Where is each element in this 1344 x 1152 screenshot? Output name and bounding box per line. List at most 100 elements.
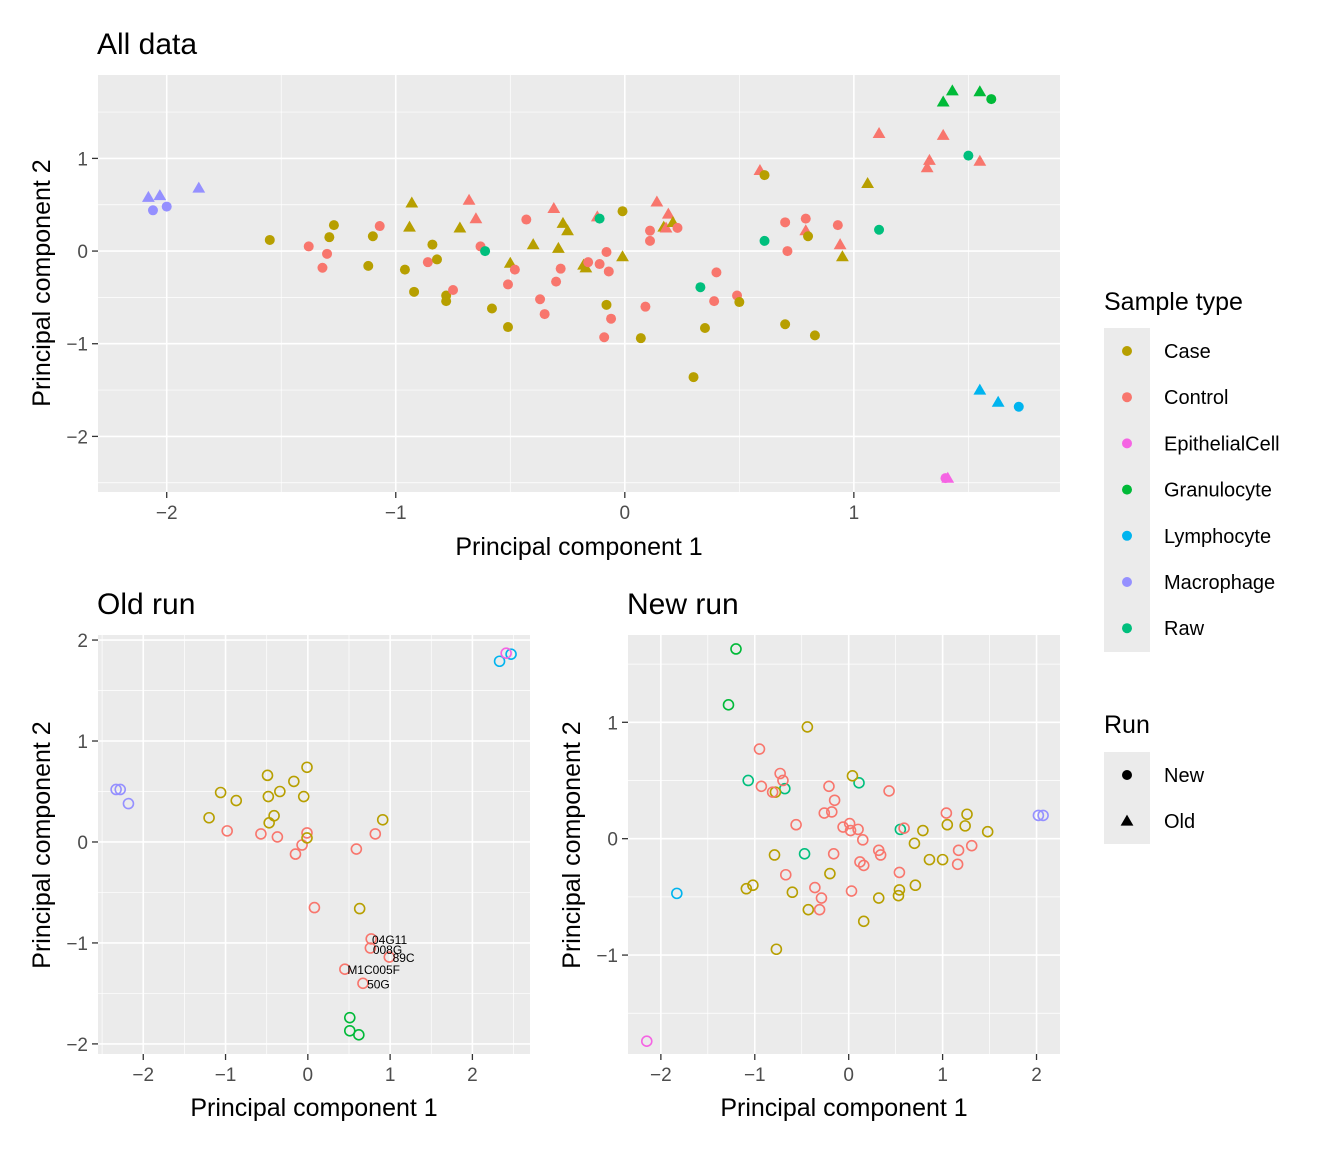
panel-all-data: All data −2 −1 0 1 −2 −1 0 1 Principal componen…	[28, 28, 1060, 561]
y-tick-label: 0	[607, 830, 618, 851]
data-point-open-circle	[917, 824, 929, 837]
data-point-triangle	[872, 126, 886, 138]
data-point-triangle	[936, 128, 950, 140]
data-point-open-circle	[827, 848, 840, 860]
panel-title-old-run: Old run	[97, 588, 195, 621]
point-annotation: 89C	[393, 951, 415, 965]
legend-sample-type-entries: Case Control EpithelialCell Granulocyte Lymp…	[1122, 341, 1280, 640]
data-point-circle	[688, 372, 699, 383]
legend-label-old: Old	[1164, 811, 1195, 833]
data-point-circle	[324, 232, 335, 243]
data-point-open-circle	[951, 858, 964, 871]
data-point-open-circle	[846, 770, 859, 782]
y-axis-label-old-run: Principal component 2	[28, 721, 56, 968]
data-point-triangle	[973, 85, 987, 97]
data-point-circle	[803, 231, 814, 242]
x-tick-label: −2	[132, 1065, 154, 1086]
data-point-open-circle	[809, 881, 821, 894]
data-point-circle	[431, 254, 442, 265]
data-point-circle	[583, 257, 594, 268]
data-point-open-circle	[815, 892, 828, 904]
data-point-open-circle	[122, 797, 135, 810]
legend-key-control	[1122, 392, 1132, 403]
x-tick-label: −1	[385, 503, 407, 524]
data-point-circle	[809, 330, 820, 341]
data-point-triangle	[526, 238, 540, 250]
data-point-open-circle	[893, 884, 906, 896]
data-point-triangle	[556, 216, 570, 228]
data-point-circle	[521, 214, 532, 225]
legend-key-macrophage	[1122, 577, 1132, 587]
data-point-circle	[1013, 401, 1024, 412]
data-point-open-circle	[923, 853, 936, 866]
y-tick-label: −2	[66, 1035, 88, 1056]
data-point-open-circle	[790, 818, 802, 831]
panel-old-run: Old run −2 −1 0 1 2 −2 −1 0 1 2 04G11008G89CM1C005…	[28, 588, 530, 1122]
data-point-open-circle	[893, 866, 906, 879]
legend-run: Run New Old	[1104, 711, 1205, 844]
point-annotation: 008G	[373, 943, 402, 957]
data-point-open-circle	[892, 889, 905, 902]
data-point-open-circle	[262, 790, 275, 803]
data-point-open-circle	[500, 647, 512, 659]
data-point-open-circle	[844, 824, 857, 837]
data-point-open-circle	[883, 785, 895, 797]
data-point-circle	[759, 170, 770, 181]
data-point-open-circle	[221, 825, 233, 837]
legend-key-raw	[1122, 623, 1132, 634]
x-tick-label: 1	[849, 503, 860, 524]
data-point-open-circle	[852, 823, 864, 836]
data-point-open-circle	[940, 807, 953, 819]
data-point-open-circle	[770, 943, 783, 956]
x-tick-label: −1	[744, 1065, 766, 1086]
panel-background	[98, 75, 1060, 492]
data-point-circle	[734, 297, 745, 308]
data-point-triangle	[941, 471, 955, 483]
data-point-circle	[617, 206, 628, 217]
legend-run-keys-bg	[1104, 752, 1150, 844]
data-point-open-circle	[376, 813, 389, 826]
data-point-open-circle	[777, 774, 789, 787]
data-point-triangle	[661, 207, 675, 219]
y-tick-label: −2	[66, 427, 88, 448]
data-point-open-circle	[740, 882, 753, 895]
legend-key-case	[1122, 346, 1132, 356]
legend-key-epithelialcell	[1122, 438, 1132, 449]
data-point-circle	[486, 303, 497, 314]
data-point-circle	[502, 279, 513, 290]
data-point-open-circle	[853, 777, 865, 789]
y-tick-label: 2	[77, 631, 88, 652]
data-point-open-circle	[936, 853, 949, 866]
data-point-open-circle	[825, 806, 838, 818]
y-tick-label: 0	[77, 242, 88, 263]
data-point-open-circle	[353, 1029, 365, 1041]
data-point-open-circle	[383, 951, 396, 963]
data-point-circle	[264, 234, 275, 245]
data-point-open-circle	[230, 794, 243, 807]
data-point-circle	[963, 150, 974, 161]
data-point-open-circle	[301, 761, 313, 774]
data-point-open-circle	[857, 915, 870, 928]
data-point-circle	[363, 260, 374, 271]
legend-key-granulocyte	[1122, 484, 1132, 495]
legend-key-circle	[1122, 770, 1132, 780]
data-point-open-circle	[898, 822, 910, 835]
data-point-circle	[147, 205, 158, 216]
y-tick-label: 1	[607, 713, 618, 734]
data-point-open-circle	[301, 832, 313, 844]
data-point-triangle	[547, 202, 561, 214]
data-point-circle	[328, 220, 339, 231]
data-point-open-circle	[343, 1011, 356, 1024]
data-point-circle	[422, 257, 433, 268]
data-point-circle	[303, 241, 314, 252]
data-point-circle	[409, 286, 420, 297]
data-point-circle	[635, 333, 646, 344]
data-point-open-circle	[818, 807, 831, 819]
point-annotation: 04G11	[372, 933, 407, 947]
data-point-triangle	[579, 261, 593, 273]
data-point-circle	[441, 296, 452, 307]
data-point-circle	[601, 246, 612, 257]
legend-label-new: New	[1164, 765, 1205, 787]
data-point-circle	[399, 264, 410, 275]
